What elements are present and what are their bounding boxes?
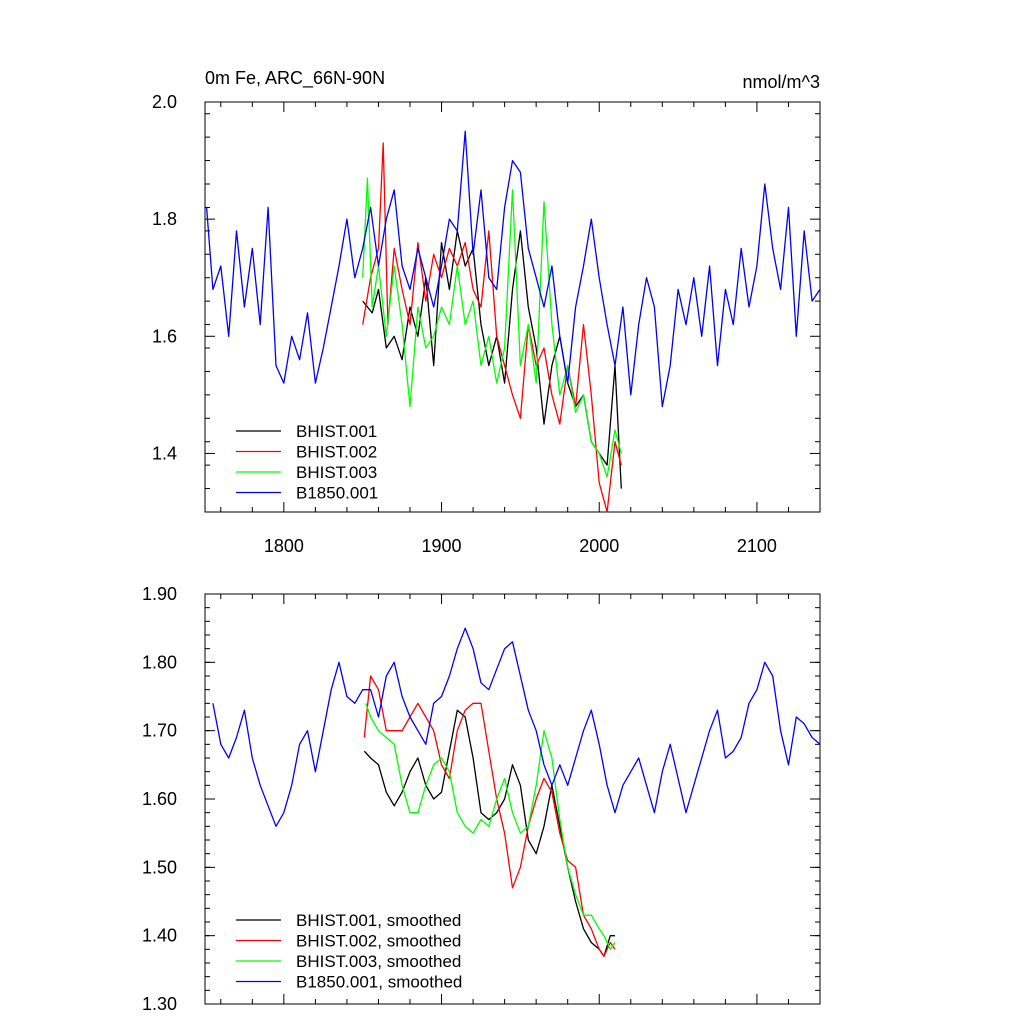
legend-label: BHIST.003: [296, 463, 377, 482]
y-tick-label: 1.60: [142, 789, 177, 809]
legend-label: B1850.001: [296, 484, 378, 503]
y-tick-label: 1.80: [142, 652, 177, 672]
y-tick-label: 1.90: [142, 584, 177, 604]
series-line: [212, 627, 821, 827]
series-line: [362, 177, 622, 478]
series-line: [362, 230, 622, 489]
y-tick-label: 1.70: [142, 721, 177, 741]
plot-frame: [204, 101, 821, 513]
series-line: [365, 703, 616, 950]
series-line: [363, 709, 615, 957]
legend: BHIST.001, smoothed BHIST.002, smoothedBH…: [236, 911, 462, 992]
legend-label: BHIST.002, smoothed: [296, 932, 461, 951]
top-chart-panel: 0m Fe, ARC_66N-90N nmol/m^3 1800 1900 2000…: [152, 68, 821, 556]
legend-label: BHIST.002: [296, 443, 377, 462]
x-tick-label: 1800: [264, 536, 304, 556]
series-line: [205, 130, 821, 408]
axis-ticks: 1800 1900 2000 2100 1.4 1.6 1.8 2.0: [152, 92, 821, 556]
series-line: [362, 142, 622, 513]
axis-ticks: 1.30 1.40 1.50 1.60 1.70 1.80 1.90: [142, 584, 821, 1014]
legend-label: BHIST.001, smoothed: [296, 911, 461, 930]
y-tick-label: 1.30: [142, 994, 177, 1014]
x-tick-label: 2100: [737, 536, 777, 556]
x-tick-label: 2000: [579, 536, 619, 556]
x-tick-label: 1900: [422, 536, 462, 556]
series-line: [363, 675, 616, 957]
y-tick-label: 1.4: [152, 443, 177, 463]
bottom-chart-panel: 1.30 1.40 1.50 1.60 1.70 1.80 1.90 BHIST.001, …: [142, 584, 821, 1014]
series-lines: [212, 627, 821, 957]
legend-label: BHIST.001: [296, 422, 377, 441]
legend-label: BHIST.003, smoothed: [296, 952, 461, 971]
y-tick-label: 1.6: [152, 326, 177, 346]
units-label: nmol/m^3: [743, 72, 820, 92]
series-lines: [205, 130, 821, 513]
chart-title: 0m Fe, ARC_66N-90N: [205, 68, 385, 89]
y-tick-label: 2.0: [152, 92, 177, 112]
y-tick-label: 1.40: [142, 926, 177, 946]
y-tick-label: 1.50: [142, 857, 177, 877]
legend-label: B1850.001, smoothed: [296, 973, 462, 992]
y-tick-label: 1.8: [152, 209, 177, 229]
